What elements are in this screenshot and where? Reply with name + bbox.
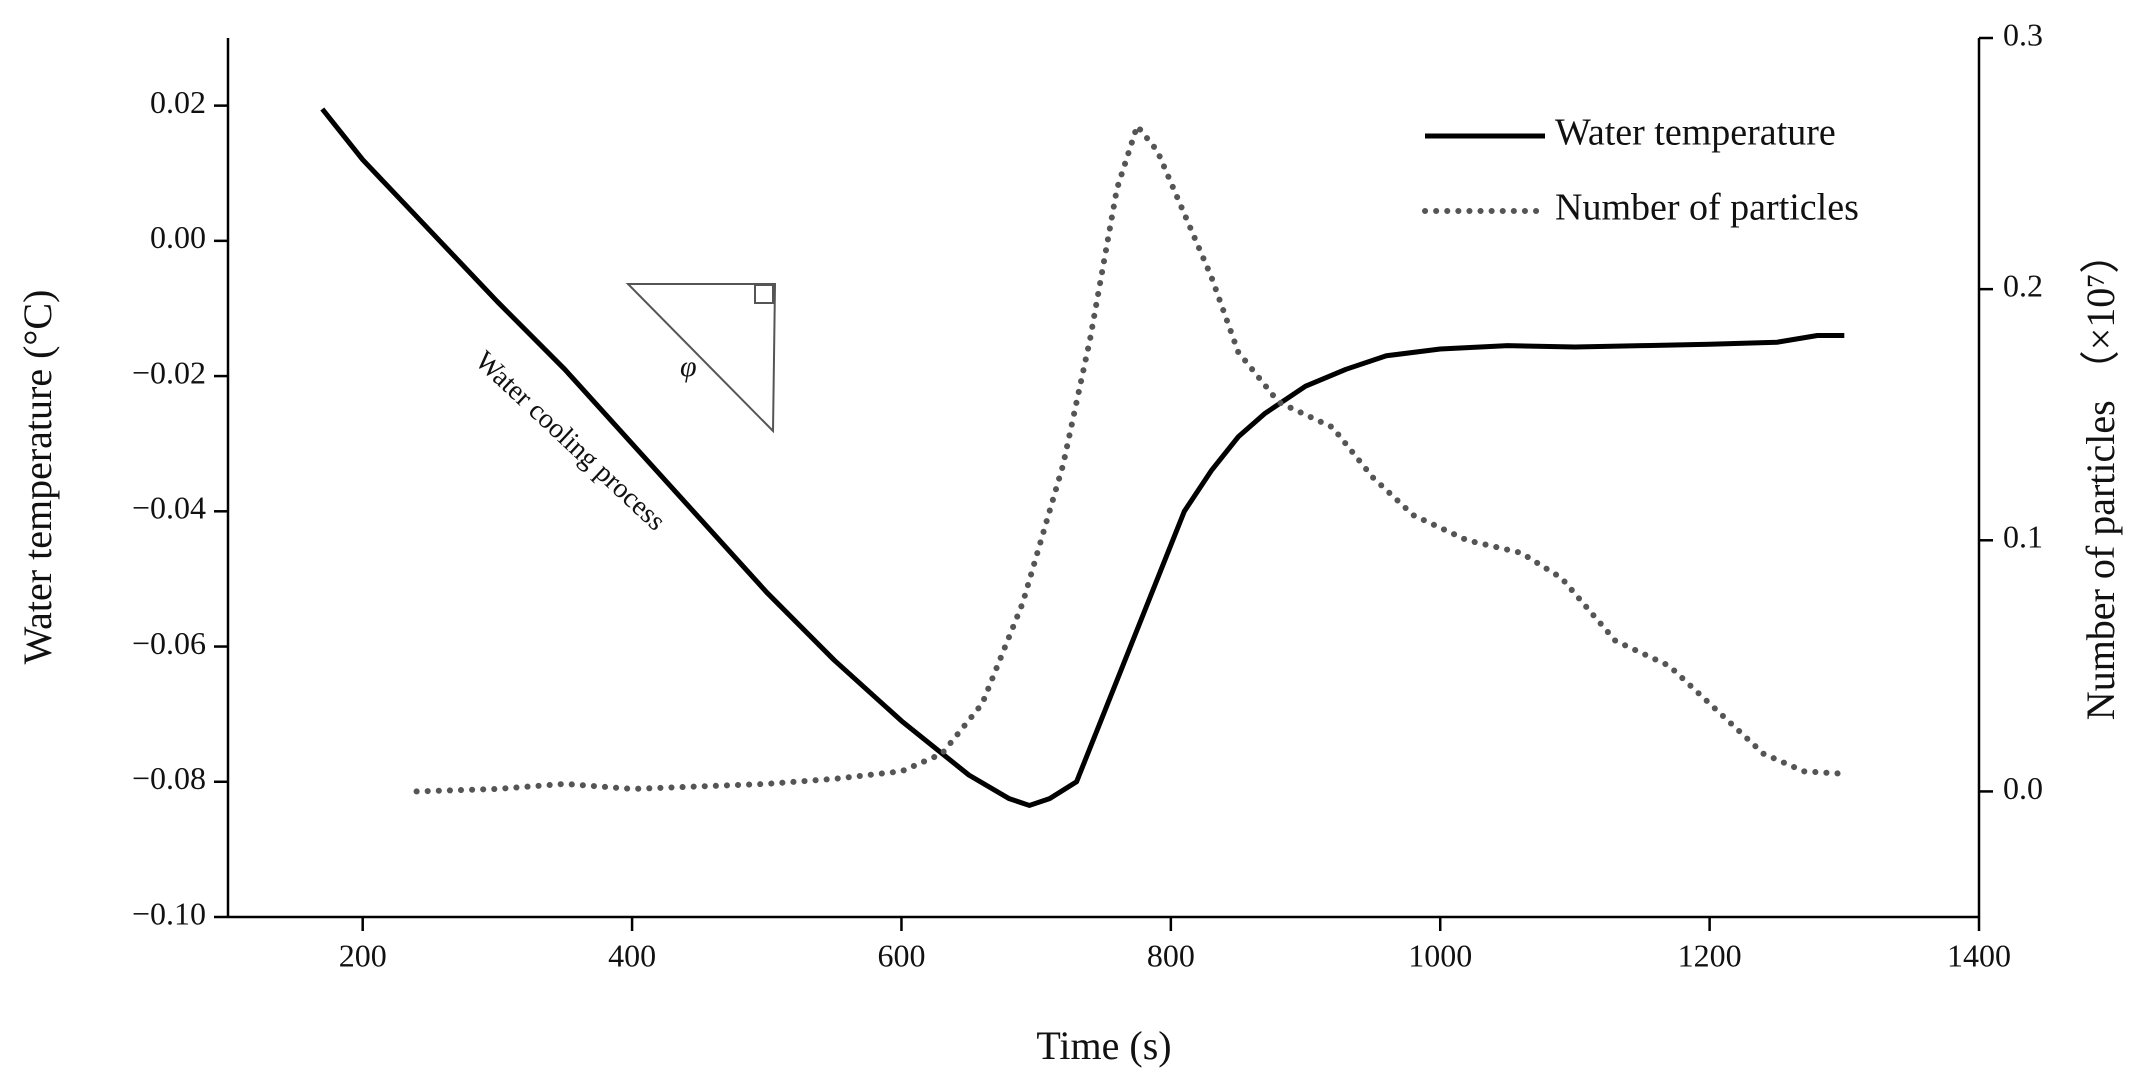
x-tick-label: 400 xyxy=(608,937,656,973)
x-tick-label: 1000 xyxy=(1408,937,1472,973)
y2-tick-label: 0.0 xyxy=(2003,770,2043,806)
y-tick-label: −0.08 xyxy=(132,760,206,796)
x-tick-label: 600 xyxy=(877,937,925,973)
legend-label: Number of particles xyxy=(1555,187,1859,229)
y2-axis-label: Number of particles （×10⁷） xyxy=(2078,234,2123,720)
triangle-shape xyxy=(625,283,777,434)
right-angle xyxy=(754,284,774,304)
y-tick-label: 0.00 xyxy=(150,219,206,255)
y2-tick-label: 0.1 xyxy=(2003,519,2043,555)
y2-tick-label: 0.2 xyxy=(2003,267,2043,303)
y-tick-label: −0.02 xyxy=(132,354,206,390)
series-line xyxy=(413,119,1848,795)
y-axis-label: Water temperature (°C) xyxy=(15,290,60,665)
x-tick-label: 800 xyxy=(1147,937,1195,973)
y2-tick-label: 0.3 xyxy=(2003,16,2043,52)
angle-label: φ xyxy=(680,350,697,383)
legend-label: Water temperature xyxy=(1555,112,1836,154)
x-axis-label: Time (s) xyxy=(1036,1023,1171,1068)
x-tick-label: 1200 xyxy=(1678,937,1742,973)
y-tick-label: −0.04 xyxy=(132,490,206,526)
y-tick-label: 0.02 xyxy=(150,84,206,120)
x-tick-label: 1400 xyxy=(1947,937,2011,973)
y-tick-label: −0.06 xyxy=(132,625,206,661)
triangle xyxy=(625,283,777,434)
y-tick-label: −0.10 xyxy=(132,895,206,931)
series-line xyxy=(320,107,1845,808)
x-tick-label: 200 xyxy=(339,937,387,973)
